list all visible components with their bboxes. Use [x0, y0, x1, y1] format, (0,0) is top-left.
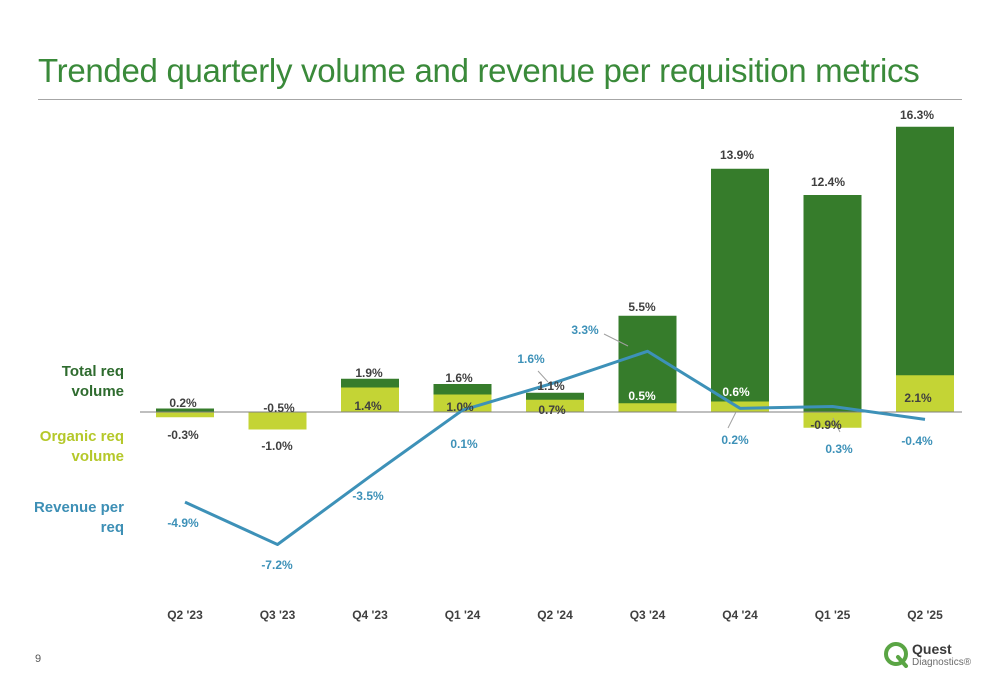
revenue-per-req-label: 0.3%: [825, 442, 853, 456]
revenue-per-req-label: 0.2%: [721, 433, 749, 447]
x-axis-tick-label: Q2 '23: [167, 608, 203, 622]
total-volume-bar: [711, 168, 769, 412]
organic-volume-bar: [618, 403, 677, 412]
revenue-per-req-label: 1.6%: [517, 352, 545, 366]
x-axis-tick-label: Q4 '23: [352, 608, 388, 622]
page-number: 9: [35, 653, 42, 665]
x-axis-tick-label: Q3 '23: [260, 608, 296, 622]
total-volume-label: 16.3%: [900, 108, 934, 122]
organic-volume-bar: [433, 394, 492, 412]
organic-volume-bar: [896, 375, 954, 412]
leader-line: [603, 333, 629, 347]
total-volume-bar: [156, 408, 214, 412]
total-volume-label: 1.6%: [445, 371, 473, 385]
legend-total-req-volume: Total req volume: [61, 363, 124, 400]
x-axis-tick-label: Q2 '25: [907, 608, 943, 622]
total-volume-label: 5.5%: [628, 300, 656, 314]
organic-volume-label: 0.7%: [538, 403, 566, 417]
organic-volume-bar: [803, 412, 862, 428]
organic-volume-label: -0.3%: [167, 428, 199, 442]
organic-volume-label: -1.0%: [261, 439, 293, 453]
total-volume-label: 12.4%: [811, 175, 845, 189]
legend-revenue-per-req: Revenue per req: [33, 499, 124, 536]
revenue-per-req-label: -0.4%: [901, 434, 933, 448]
x-axis-tick-label: Q2 '24: [537, 608, 573, 622]
revenue-per-req-label: -7.2%: [261, 558, 293, 572]
page-title: Trended quarterly volume and revenue per…: [38, 52, 920, 89]
x-axis-tick-label: Q1 '24: [445, 608, 481, 622]
title-divider: [38, 99, 962, 100]
organic-volume-bar: [341, 387, 399, 412]
organic-volume-label: 0.6%: [722, 385, 750, 399]
total-volume-label: 13.9%: [720, 148, 754, 162]
revenue-per-req-label: 0.1%: [450, 437, 478, 451]
x-axis-tick-label: Q1 '25: [815, 608, 851, 622]
quest-logo-icon: [884, 642, 908, 668]
organic-volume-label: 2.1%: [904, 391, 932, 405]
quest-logo: Quest Diagnostics®: [884, 640, 974, 672]
organic-volume-label: 1.0%: [446, 400, 474, 414]
organic-volume-label: -0.9%: [810, 418, 842, 432]
legend-organic-req-volume: Organic req volume: [39, 428, 124, 465]
x-axis-tick-label: Q3 '24: [630, 608, 666, 622]
total-volume-bar: [896, 126, 954, 412]
organic-volume-bar: [156, 412, 214, 418]
logo-name: Quest: [912, 641, 952, 657]
total-volume-bar: [803, 195, 862, 412]
organic-volume-bar: [248, 412, 307, 430]
organic-volume-label: 1.4%: [354, 399, 382, 413]
revenue-per-req-label: -3.5%: [352, 489, 384, 503]
total-volume-label: -0.5%: [263, 401, 295, 415]
total-volume-label: 1.1%: [537, 379, 565, 393]
total-volume-label: 1.9%: [355, 366, 383, 380]
revenue-per-req-label: -4.9%: [167, 516, 199, 530]
revenue-per-req-line: [184, 349, 926, 546]
leader-line: [727, 411, 737, 429]
logo-sub: Diagnostics®: [912, 657, 972, 668]
organic-volume-bar: [526, 399, 584, 412]
leader-line: [537, 370, 549, 383]
leader-line: [832, 417, 841, 433]
organic-volume-label: 0.5%: [628, 389, 656, 403]
x-axis-tick-label: Q4 '24: [722, 608, 758, 622]
revenue-per-req-label: 3.3%: [571, 323, 599, 337]
total-volume-label: 0.2%: [169, 396, 197, 410]
